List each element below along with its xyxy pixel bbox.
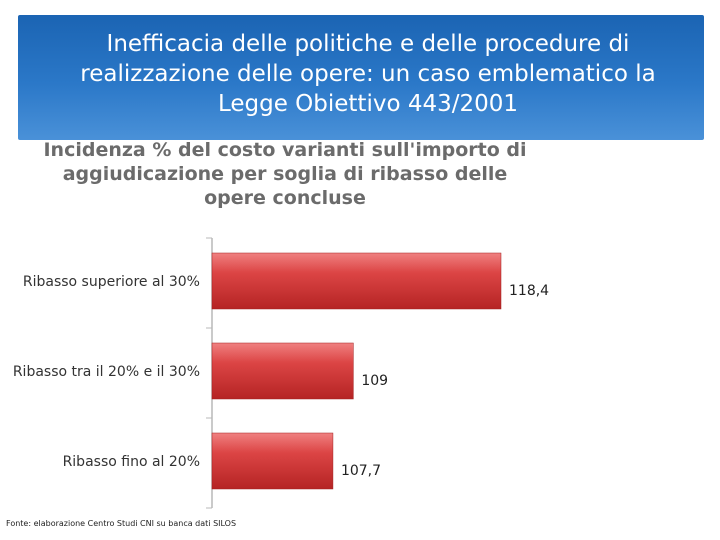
category-label: Ribasso fino al 20% (63, 454, 200, 470)
slide-header: Inefficacia delle politiche e delle proc… (18, 15, 704, 140)
category-label: Ribasso superiore al 30% (23, 274, 200, 290)
bar (211, 432, 334, 490)
value-label: 118,4 (509, 283, 549, 299)
value-label: 107,7 (341, 463, 381, 479)
slide-title: Inefficacia delle politiche e delle proc… (80, 31, 656, 117)
bar (211, 252, 502, 310)
chart-title: Incidenza % del costo varianti sull'impo… (43, 139, 527, 209)
value-label: 109 (361, 373, 388, 389)
source-note: Fonte: elaborazione Centro Studi CNI su … (6, 519, 237, 528)
bar (211, 342, 354, 400)
category-label: Ribasso tra il 20% e il 30% (13, 364, 200, 380)
